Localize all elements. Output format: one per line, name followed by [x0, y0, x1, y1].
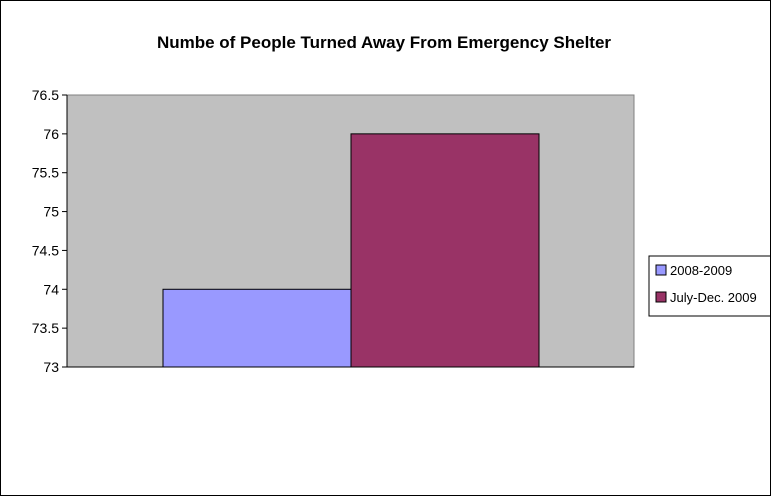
y-tick-label: 74.5	[32, 242, 59, 258]
chart-title: Numbe of People Turned Away From Emergen…	[157, 33, 611, 52]
bar-july-dec-2009	[350, 133, 540, 368]
y-tick-label: 73	[43, 359, 59, 375]
y-tick-label: 76	[43, 126, 59, 142]
y-tick-label: 75.5	[32, 165, 59, 181]
y-tick-label: 74	[43, 281, 59, 297]
legend: 2008-2009 July-Dec. 2009	[655, 263, 757, 305]
legend-label: 2008-2009	[670, 263, 732, 278]
legend-swatch	[655, 291, 667, 303]
bars	[162, 133, 540, 368]
bar-2008-2009	[162, 288, 352, 368]
legend-label: July-Dec. 2009	[670, 290, 757, 305]
y-tick-label: 76.5	[32, 87, 59, 103]
y-tick-label: 75	[43, 204, 59, 220]
legend-swatch	[655, 264, 667, 276]
y-axis-ticks: 76.5 76 75.5 75 74.5 74 73.5 73	[32, 87, 67, 375]
y-tick-label: 73.5	[32, 320, 59, 336]
legend-box	[648, 255, 770, 317]
